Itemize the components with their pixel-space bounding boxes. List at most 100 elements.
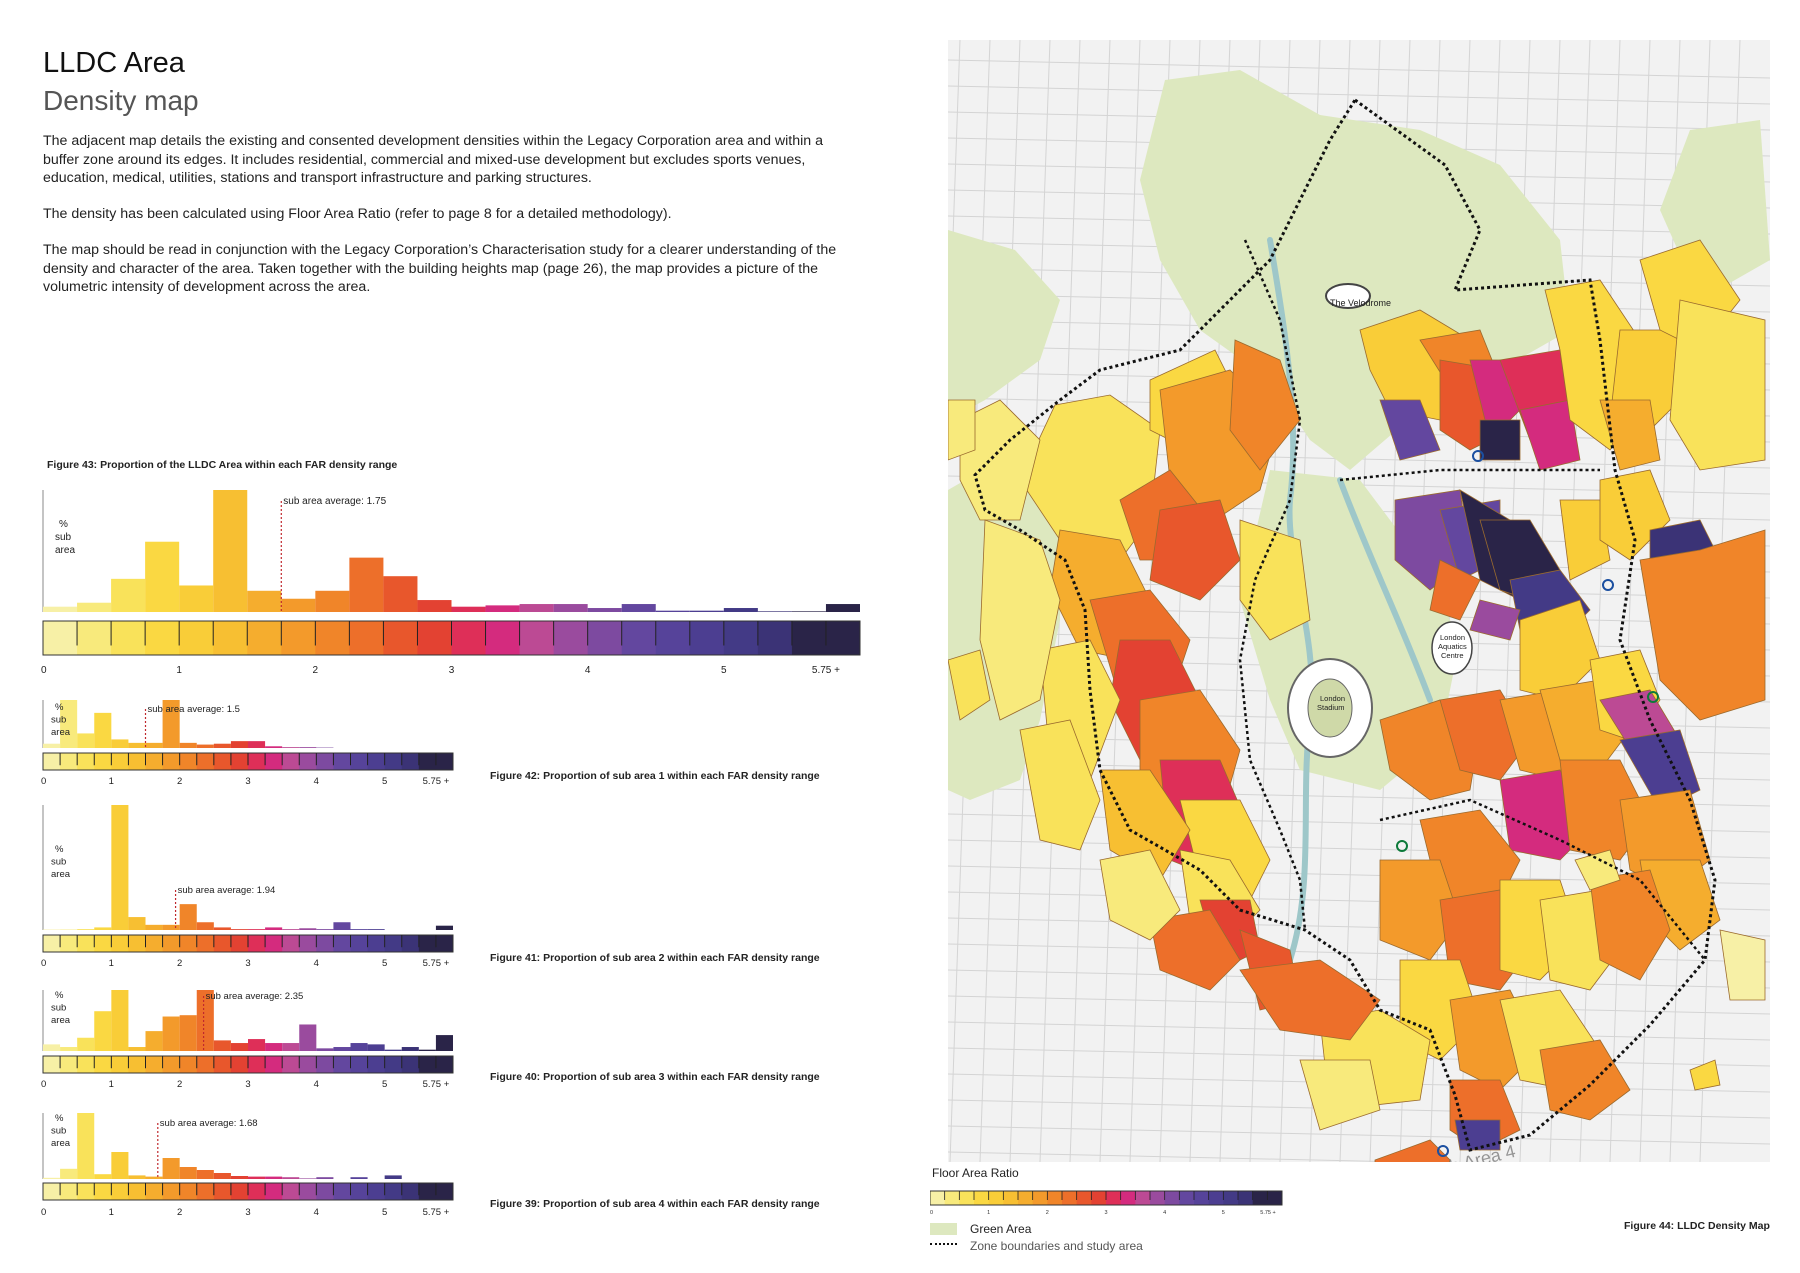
x-tick-label: 1 (109, 776, 114, 787)
station-icon (1437, 1145, 1449, 1157)
legend-cell (1238, 1191, 1254, 1205)
aquatics-label-2: Aquatics (1438, 642, 1467, 651)
scale-cell (43, 621, 78, 655)
green-area-west (948, 230, 1060, 420)
average-label: sub area average: 2.35 (206, 991, 304, 1002)
figure-40-caption: Figure 40: Proportion of sub area 3 with… (490, 1071, 820, 1083)
legend-tick-label: 0 (930, 1210, 933, 1216)
velodrome-label: The Velodrome (1330, 298, 1391, 308)
scale-cell (94, 753, 112, 770)
histogram-bar (384, 1049, 402, 1051)
scale-cell (757, 621, 793, 655)
scale-cell (162, 1056, 181, 1073)
histogram-bar (417, 600, 452, 612)
scale-cell (316, 935, 334, 952)
legend-cell (1003, 1191, 1019, 1205)
scale-cell (350, 1056, 369, 1073)
histogram-bar (825, 604, 860, 612)
histogram-bar (213, 1173, 231, 1179)
legend-cell (988, 1191, 1004, 1205)
density-block (1589, 869, 1671, 981)
scale-cell (587, 621, 623, 655)
scale-cell (417, 621, 452, 655)
scale-cell (196, 1056, 215, 1073)
page-title: LLDC Area (43, 47, 185, 79)
density-block (948, 649, 991, 721)
histogram-bar (299, 747, 317, 748)
legend-cell (1018, 1191, 1034, 1205)
intro-paragraph: The adjacent map details the existing an… (43, 133, 824, 186)
histogram-bar (316, 929, 334, 930)
histogram-bar (60, 1047, 78, 1051)
scale-cell (162, 753, 181, 770)
aquatics-label-1: London (1440, 633, 1465, 642)
y-axis-label: % (55, 702, 64, 713)
histogram-bar (451, 606, 486, 612)
scale-cell (383, 621, 418, 655)
x-tick-label: 3 (449, 665, 455, 676)
density-block (1229, 339, 1301, 471)
histogram-bar (213, 927, 231, 930)
histogram-bar (145, 1176, 163, 1179)
scale-cell (145, 753, 164, 770)
scale-cell (333, 753, 351, 770)
histogram-bar (128, 917, 146, 930)
scale-cell (145, 1183, 164, 1200)
histogram-bar (77, 1113, 95, 1179)
scale-cell (299, 753, 317, 770)
scale-cell (60, 935, 78, 952)
scale-cell (43, 935, 61, 952)
scale-cell (247, 621, 282, 655)
scale-cell (418, 935, 437, 952)
histogram-bar (350, 1177, 368, 1179)
scale-cell (655, 621, 691, 655)
x-tick-label: 2 (313, 665, 319, 676)
station-icon (1602, 579, 1614, 591)
street-line (948, 59, 1770, 79)
histogram-bar (43, 743, 61, 748)
histogram-bar (349, 557, 384, 612)
average-label: sub area average: 1.68 (160, 1118, 258, 1129)
histogram-bar (553, 604, 588, 612)
histogram-bar (179, 585, 214, 612)
street-line (948, 40, 961, 391)
x-tick-label: 5 (382, 958, 387, 969)
x-tick-label: 0 (41, 1207, 46, 1218)
figure-43-chart: % sub area 0 1 2 3 4 5 5.75 + sub area average: 1.… (41, 490, 861, 676)
stadium-pitch (1307, 678, 1353, 738)
station-icon (1472, 450, 1484, 462)
station-icon (1396, 840, 1408, 852)
histogram-bar (77, 1037, 95, 1051)
scale-cell (723, 621, 759, 655)
histogram-bar (230, 1176, 248, 1179)
histogram-bar (299, 1178, 317, 1179)
histogram-bar (179, 1015, 197, 1051)
y-axis-label: area (51, 1015, 71, 1026)
x-tick-label: 5.75 + (812, 665, 840, 676)
scale-cell (128, 753, 146, 770)
histogram-bar (367, 1044, 385, 1051)
scale-cell (401, 935, 420, 952)
scale-cell (94, 1183, 112, 1200)
y-axis-label: area (51, 1138, 71, 1149)
histogram-bar (43, 1177, 61, 1179)
scale-cell (299, 935, 317, 952)
scale-cell (367, 1183, 386, 1200)
scale-cell (299, 1183, 317, 1200)
scale-cell (77, 753, 95, 770)
x-tick-label: 5.75 + (423, 1207, 450, 1218)
histogram-bar (281, 598, 316, 612)
histogram-bar (94, 1011, 112, 1051)
scale-cell (213, 1183, 232, 1200)
scale-cell (791, 621, 827, 655)
histogram-bar (145, 742, 163, 748)
scale-cell (333, 935, 351, 952)
scale-cell (77, 1183, 95, 1200)
scale-cell (553, 621, 589, 655)
histogram-bar (248, 929, 266, 930)
x-tick-label: 5 (382, 1207, 387, 1218)
histogram-bar (401, 1047, 419, 1051)
scale-cell (315, 621, 350, 655)
scale-cell (265, 753, 283, 770)
y-axis-label: sub (51, 1126, 66, 1137)
